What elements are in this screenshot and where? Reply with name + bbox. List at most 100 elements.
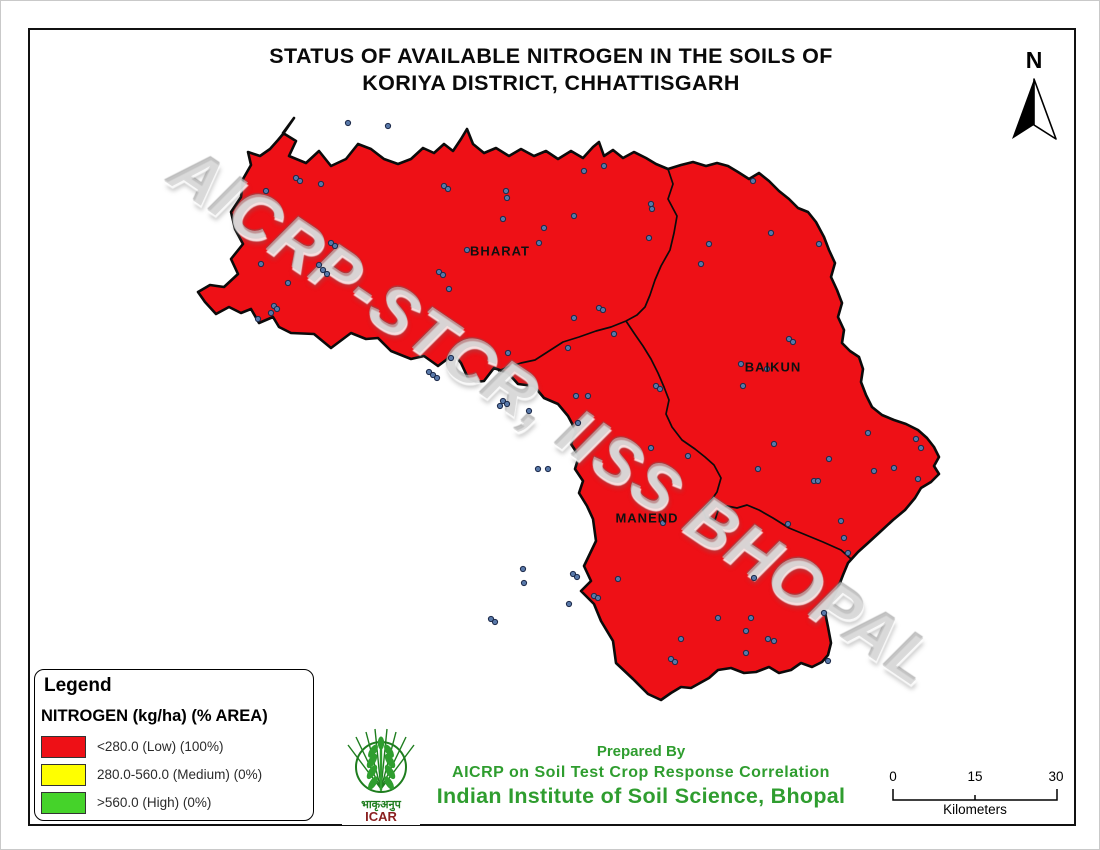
sample-point (684, 452, 692, 460)
sample-point (914, 475, 922, 483)
sample-point (534, 465, 542, 473)
sample-point (917, 444, 925, 452)
sample-point (667, 655, 675, 663)
sample-point (572, 392, 580, 400)
sample-point (647, 200, 655, 208)
map-title-line1: STATUS OF AVAILABLE NITROGEN IN THE SOIL… (269, 44, 833, 68)
sample-point (433, 374, 441, 382)
sample-point (820, 609, 828, 617)
tehsil-boundaries (497, 168, 852, 560)
north-arrow-icon (1012, 78, 1057, 140)
sample-point (504, 349, 512, 357)
legend-swatch-high (41, 792, 86, 814)
scale-tick-15: 15 (967, 769, 983, 784)
sample-point (267, 309, 275, 317)
tehsil-boundary-north (625, 168, 678, 322)
map-frame-border (28, 28, 1076, 826)
north-label: N (1025, 47, 1043, 73)
sample-point (825, 455, 833, 463)
sample-point (257, 260, 265, 268)
sample-point (487, 615, 495, 623)
sample-point (770, 637, 778, 645)
legend-title: Legend (44, 675, 112, 696)
credits-block: Prepared By AICRP on Soil Test Crop Resp… (421, 743, 861, 809)
sample-point (754, 465, 762, 473)
sample-point (614, 575, 622, 583)
icar-logo-emblem: भाकृअनुप ICAR (347, 728, 415, 824)
legend-swatch-medium (41, 764, 86, 786)
sample-point (742, 649, 750, 657)
sample-point (864, 429, 872, 437)
sample-point (292, 174, 300, 182)
sample-point (319, 266, 327, 274)
legend-label-medium: 280.0-560.0 (Medium) (0%) (97, 767, 263, 782)
sample-point (519, 565, 527, 573)
icar-logo: भाकृअनुप ICAR (342, 727, 420, 825)
legend-box: Legend NITROGEN (kg/ha) (% AREA) <280.0 … (34, 669, 314, 821)
sample-point (677, 635, 685, 643)
legend-label-high: >560.0 (High) (0%) (97, 795, 212, 810)
prepared-by-text: Prepared By (596, 743, 686, 760)
sample-point (770, 440, 778, 448)
sample-point (439, 271, 447, 279)
district-boundary-shape (196, 116, 941, 702)
legend-label-low: <280.0 (Low) (100%) (97, 739, 224, 754)
sample-point (440, 182, 448, 190)
sample-point (594, 594, 602, 602)
sample-point (429, 371, 437, 379)
legend-item-medium: 280.0-560.0 (Medium) (0%) (41, 764, 307, 788)
tehsil-boundary-south (625, 320, 852, 560)
sample-point (739, 382, 747, 390)
sample-point (425, 368, 433, 376)
sample-point (785, 335, 793, 343)
map-title: STATUS OF AVAILABLE NITROGEN IN THE SOIL… (28, 43, 1074, 97)
sample-point (499, 215, 507, 223)
sample-point (784, 520, 792, 528)
sample-point (496, 402, 504, 410)
sample-point (815, 240, 823, 248)
sample-point (447, 354, 455, 362)
sample-point (284, 279, 292, 287)
sample-point (344, 119, 352, 127)
sample-point (573, 573, 581, 581)
sample-point (317, 180, 325, 188)
sample-point (749, 177, 757, 185)
sample-point (502, 187, 510, 195)
sample-point (697, 260, 705, 268)
sample-point (564, 344, 572, 352)
sample-point (742, 627, 750, 635)
sample-point (535, 239, 543, 247)
sample-point (503, 400, 511, 408)
sample-point (463, 246, 471, 254)
region-label-manend: MANEND (615, 510, 679, 526)
sample-point (671, 658, 679, 666)
institute-text: Indian Institute of Soil Science, Bhopal (436, 784, 846, 808)
sample-point (645, 234, 653, 242)
sample-point (296, 177, 304, 185)
organization-text: AICRP on Soil Test Crop Response Correla… (452, 764, 830, 781)
sample-point (890, 464, 898, 472)
scale-tick-0: 0 (889, 769, 897, 784)
sample-point (870, 467, 878, 475)
sample-point (837, 517, 845, 525)
sample-point (737, 360, 745, 368)
sample-point (705, 240, 713, 248)
sample-point (574, 419, 582, 427)
sample-point (599, 306, 607, 314)
sample-point (327, 239, 335, 247)
sample-point (764, 635, 772, 643)
sample-point (444, 185, 452, 193)
sample-point (840, 534, 848, 542)
sample-point (331, 242, 339, 250)
sample-point (824, 657, 832, 665)
sample-point (600, 162, 608, 170)
sample-point (254, 315, 262, 323)
sample-point (844, 549, 852, 557)
sample-point (315, 261, 323, 269)
sample-point (648, 205, 656, 213)
sample-point (544, 465, 552, 473)
sample-point (789, 338, 797, 346)
